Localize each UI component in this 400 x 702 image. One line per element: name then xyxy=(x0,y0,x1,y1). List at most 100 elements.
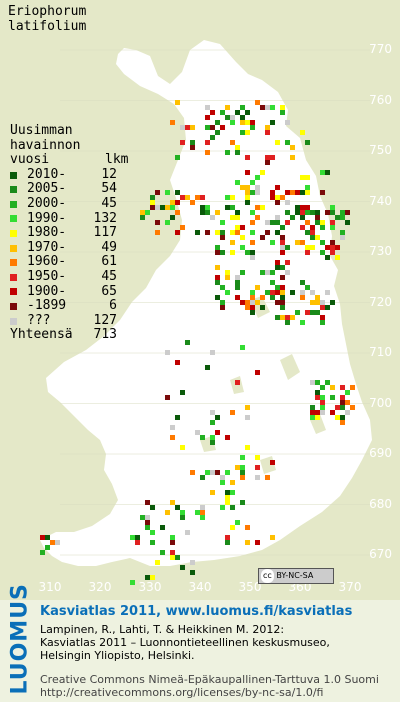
legend-label: 2000- xyxy=(27,195,67,211)
observation-square xyxy=(340,210,345,215)
legend-count: 65 xyxy=(101,283,117,299)
observation-square xyxy=(150,575,155,580)
observation-square xyxy=(260,270,265,275)
citation-line-2: Kasviatlas 2011 – Luonnontieteellinen ke… xyxy=(40,636,330,649)
observation-square xyxy=(155,190,160,195)
observation-square xyxy=(300,215,305,220)
legend-count: 54 xyxy=(101,181,117,197)
legend-label: ??? xyxy=(27,312,51,328)
observation-square xyxy=(225,500,230,505)
observation-square xyxy=(215,430,220,435)
observation-square xyxy=(205,125,210,130)
observation-square xyxy=(235,210,240,215)
observation-square xyxy=(275,200,280,205)
observation-square xyxy=(245,525,250,530)
observation-square xyxy=(265,160,270,165)
lake-2 xyxy=(280,354,300,380)
observation-square xyxy=(250,120,255,125)
observation-square xyxy=(195,510,200,515)
observation-square xyxy=(245,120,250,125)
observation-square xyxy=(280,110,285,115)
observation-square xyxy=(215,130,220,135)
legend-row: 2005- 54 xyxy=(10,182,128,197)
observation-square xyxy=(145,515,150,520)
observation-square xyxy=(315,395,320,400)
observation-square xyxy=(225,490,230,495)
observation-square xyxy=(200,515,205,520)
license-line-2[interactable]: http://creativecommons.org/licenses/by-n… xyxy=(40,686,324,699)
observation-square xyxy=(175,100,180,105)
observation-square xyxy=(320,300,325,305)
observation-square xyxy=(345,400,350,405)
observation-square xyxy=(225,270,230,275)
observation-square xyxy=(165,350,170,355)
observation-squares xyxy=(40,100,355,585)
legend-rows: 2010- 12 2005- 54 2000- 45 1990- 132 1980- 117 197… xyxy=(10,167,128,329)
observation-square xyxy=(140,210,145,215)
observation-square xyxy=(335,405,340,410)
observation-square xyxy=(235,380,240,385)
observation-square xyxy=(200,510,205,515)
observation-square xyxy=(225,470,230,475)
legend-label: 1980- xyxy=(27,225,67,241)
observation-square xyxy=(325,305,330,310)
observation-square xyxy=(270,240,275,245)
observation-square xyxy=(170,540,175,545)
observation-square xyxy=(310,235,315,240)
observation-square xyxy=(245,130,250,135)
cc-license-text: BY-NC-SA xyxy=(276,571,314,580)
observation-square xyxy=(145,575,150,580)
y-tick-label: 750 xyxy=(369,143,392,157)
observation-square xyxy=(155,230,160,235)
observation-square xyxy=(170,215,175,220)
observation-square xyxy=(275,315,280,320)
observation-square xyxy=(305,210,310,215)
observation-square xyxy=(150,505,155,510)
observation-square xyxy=(235,275,240,280)
observation-square xyxy=(330,245,335,250)
observation-square xyxy=(310,310,315,315)
observation-square xyxy=(300,320,305,325)
observation-square xyxy=(135,540,140,545)
observation-square xyxy=(235,150,240,155)
y-tick-label: 700 xyxy=(369,395,392,410)
observation-square xyxy=(215,230,220,235)
observation-square xyxy=(255,300,260,305)
observation-square xyxy=(180,445,185,450)
observation-square xyxy=(185,340,190,345)
kasviatlas-title[interactable]: Kasviatlas 2011, www.luomus.fi/kasviatla… xyxy=(40,604,353,619)
observation-square xyxy=(220,300,225,305)
observation-square xyxy=(220,250,225,255)
observation-square xyxy=(260,305,265,310)
observation-square xyxy=(210,125,215,130)
observation-square xyxy=(230,505,235,510)
observation-square xyxy=(280,275,285,280)
observation-square xyxy=(245,445,250,450)
observation-square xyxy=(275,290,280,295)
x-tick-label: 320 xyxy=(88,580,112,594)
observation-square xyxy=(345,410,350,415)
observation-square xyxy=(290,315,295,320)
observation-square xyxy=(310,290,315,295)
observation-square xyxy=(230,140,235,145)
observation-square xyxy=(170,435,175,440)
observation-square xyxy=(250,305,255,310)
species-epithet: latifolium xyxy=(8,19,87,34)
observation-square xyxy=(170,120,175,125)
observation-square xyxy=(195,430,200,435)
legend-heading-3: vuosi xyxy=(10,152,50,168)
observation-square xyxy=(280,240,285,245)
observation-square xyxy=(135,535,140,540)
legend-heading-2: havainnon xyxy=(10,137,81,153)
observation-square xyxy=(260,235,265,240)
observation-square xyxy=(320,315,325,320)
observation-square xyxy=(215,275,220,280)
observation-square xyxy=(245,195,250,200)
observation-square xyxy=(330,205,335,210)
observation-square xyxy=(275,215,280,220)
observation-square xyxy=(245,540,250,545)
observation-square xyxy=(195,230,200,235)
species-genus: Eriophorum xyxy=(8,4,87,19)
observation-square xyxy=(325,170,330,175)
observation-square xyxy=(155,220,160,225)
